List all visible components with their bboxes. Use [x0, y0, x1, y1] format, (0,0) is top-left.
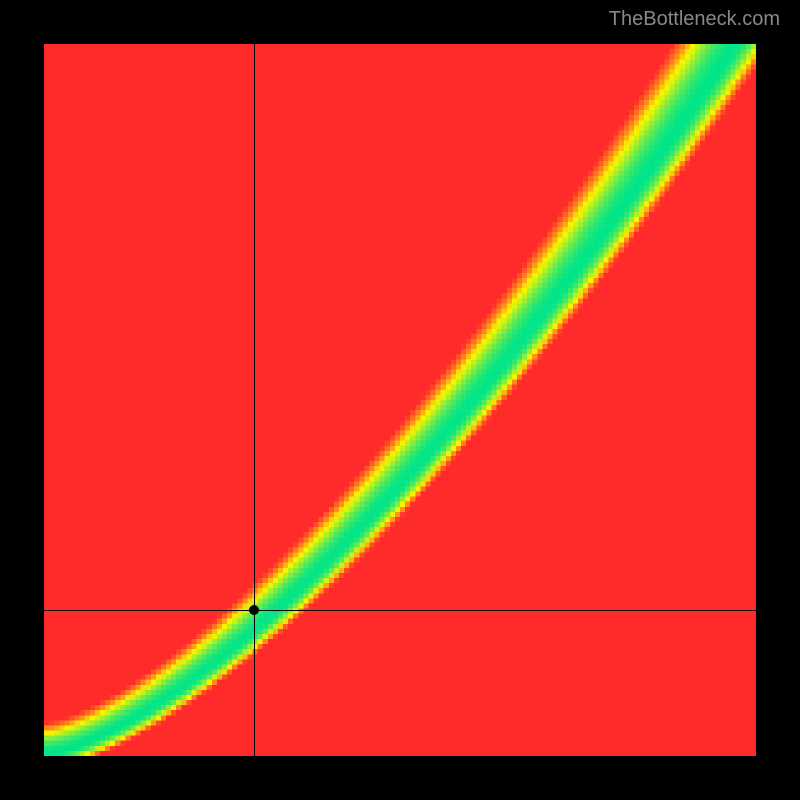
heatmap-plot: [44, 44, 756, 756]
marker-dot: [249, 605, 259, 615]
attribution-text: TheBottleneck.com: [609, 8, 780, 31]
crosshair-horizontal: [44, 610, 756, 611]
heatmap-canvas: [44, 44, 756, 756]
crosshair-vertical: [254, 44, 255, 756]
